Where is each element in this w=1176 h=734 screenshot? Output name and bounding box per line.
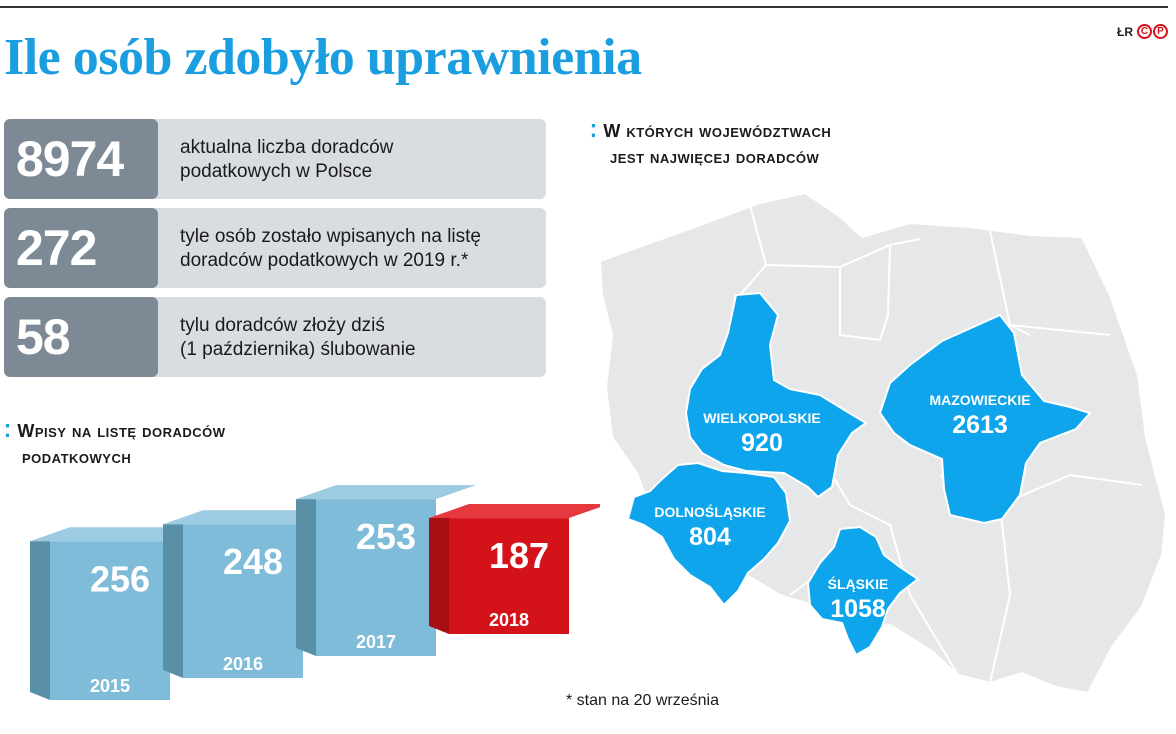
bars-heading: ⁚ Wpisy na listę doradców podatkowych — [4, 418, 226, 470]
stat-description: tylu doradców złoży dziś (1 października… — [180, 314, 540, 362]
stat-description-line: (1 października) ślubowanie — [180, 339, 416, 360]
top-rule — [0, 6, 1168, 8]
bar-value-label: 256 — [90, 558, 150, 599]
bar-side-face — [296, 499, 316, 656]
bar-side-face — [30, 541, 50, 700]
map-heading-line2: jest najwięcej doradców — [610, 147, 820, 167]
bar-value-label: 248 — [223, 541, 283, 582]
bar-group: 248 2016 — [163, 510, 343, 678]
cp-logo: C P — [1137, 24, 1168, 39]
bar-side-face — [429, 518, 449, 634]
bar — [50, 541, 170, 700]
dots-icon: ⁚ — [4, 421, 12, 441]
bar-chart: 256 2015 248 2016 253 2017 187 2018 — [30, 485, 600, 700]
bar-group: 253 2017 — [296, 485, 476, 656]
map-heading-line1: W których województwach — [603, 121, 832, 141]
author-initials: ŁR — [1117, 24, 1133, 39]
logo-letter-c: C — [1137, 24, 1152, 39]
stat-value: 272 — [4, 208, 158, 288]
bar-top-face — [296, 485, 476, 500]
dots-icon: ⁚ — [590, 121, 598, 141]
page-title: Ile osób zdobyło uprawnienia — [4, 29, 642, 86]
region-wielkopolskie — [684, 291, 868, 499]
stat-value: 58 — [4, 297, 158, 377]
stat-description: tyle osób zostało wpisanych na listę dor… — [180, 225, 540, 273]
bar-top-face — [429, 504, 600, 519]
bar — [449, 518, 569, 634]
bar — [316, 499, 436, 656]
bars-heading-line1: Wpisy na listę doradców — [17, 421, 226, 441]
region-name-wielkopolskie: WIELKOPOLSKIE — [703, 410, 820, 426]
stat-row-total: 8974 aktualna liczba doradców podatkowyc… — [4, 119, 546, 199]
region-slaskie — [806, 525, 920, 657]
stat-row-today: 58 tylu doradców złoży dziś (1 październ… — [4, 297, 546, 377]
region-dolnoslaskie — [626, 461, 792, 607]
region-mazowieckie — [878, 313, 1092, 525]
poland-map: WIELKOPOLSKIE 920 MAZOWIECKIE 2613 DOLNO… — [598, 191, 1168, 695]
region-name-mazowieckie: MAZOWIECKIE — [929, 392, 1030, 408]
stat-description-line: tyle osób zostało wpisanych na listę — [180, 226, 481, 247]
map-labels: WIELKOPOLSKIE 920 MAZOWIECKIE 2613 DOLNO… — [654, 392, 1030, 623]
stat-row-2019: 272 tyle osób zostało wpisanych na listę… — [4, 208, 546, 288]
stat-description-line: doradców podatkowych w 2019 r.* — [180, 250, 469, 271]
region-name-slaskie: ŚLĄSKIE — [828, 575, 889, 592]
region-value-slaskie: 1058 — [830, 595, 886, 623]
bar-category-label: 2018 — [489, 610, 529, 630]
bar-group: 256 2015 — [30, 527, 210, 700]
region-value-dolnoslaskie: 804 — [689, 523, 731, 551]
stat-description-line: aktualna liczba doradców — [180, 137, 394, 158]
region-value-wielkopolskie: 920 — [741, 429, 783, 457]
stat-value: 8974 — [4, 119, 158, 199]
map-heading: ⁚ W których województwach jest najwięcej … — [590, 118, 831, 170]
stat-description-line: tylu doradców złoży dziś — [180, 315, 385, 336]
stat-description: aktualna liczba doradców podatkowych w P… — [180, 136, 540, 184]
credits: ŁR C P — [1117, 24, 1168, 39]
bar-category-label: 2015 — [90, 676, 130, 696]
bar-group: 187 2018 — [429, 504, 600, 634]
bars-heading-line2: podatkowych — [22, 447, 132, 467]
bar-value-label: 187 — [489, 535, 549, 576]
region-name-dolnoslaskie: DOLNOŚLĄSKIE — [654, 503, 765, 520]
logo-letter-p: P — [1153, 24, 1168, 39]
bar-category-label: 2016 — [223, 654, 263, 674]
bar-side-face — [163, 524, 183, 678]
bar — [183, 524, 303, 678]
stat-description-line: podatkowych w Polsce — [180, 161, 373, 182]
bar-category-label: 2017 — [356, 632, 396, 652]
footnote: * stan na 20 września — [566, 692, 719, 709]
bar-value-label: 253 — [356, 516, 416, 557]
region-value-mazowieckie: 2613 — [952, 411, 1008, 439]
